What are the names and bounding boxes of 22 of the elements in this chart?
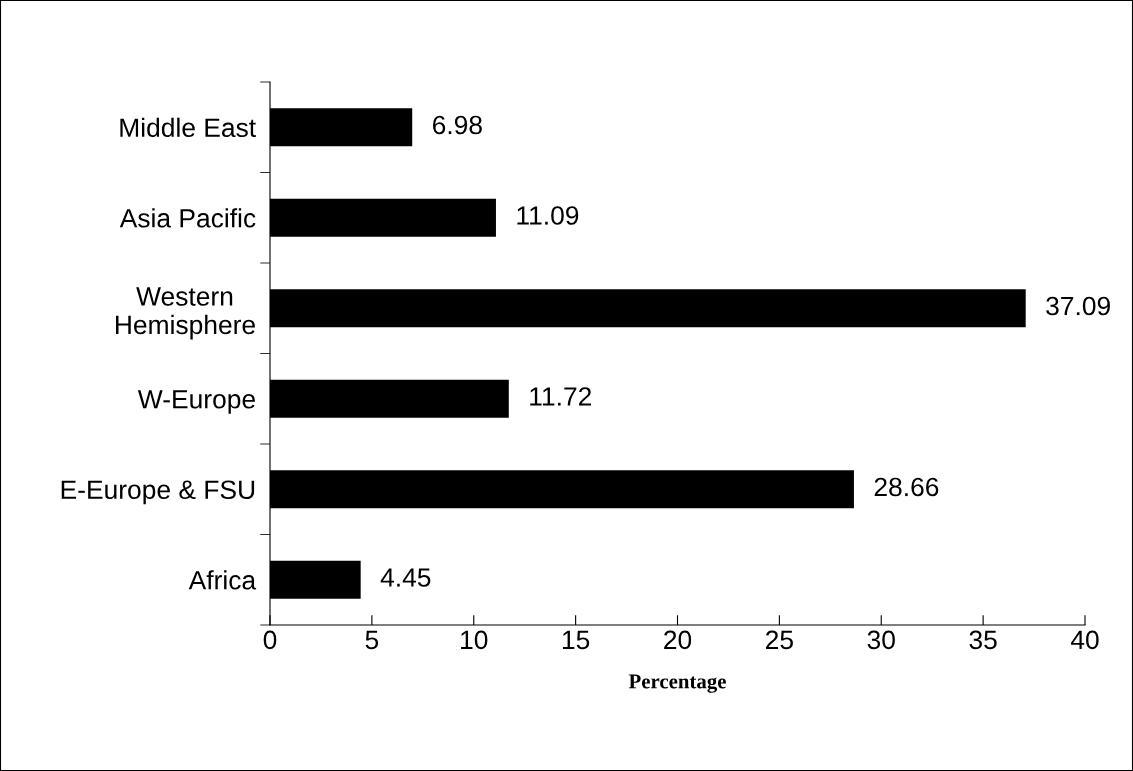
x-axis-title: Percentage xyxy=(628,674,726,693)
x-tick-label: 40 xyxy=(1070,630,1099,650)
y-tick-label: Africa xyxy=(188,570,257,590)
y-tick-label: Middle East xyxy=(120,117,256,138)
x-tick-label: 25 xyxy=(766,630,793,650)
x-tick-label: 15 xyxy=(562,630,590,650)
data-label: 4.45 xyxy=(380,568,431,587)
data-label: 28.66 xyxy=(874,477,939,497)
y-tick-label: W-Europe xyxy=(137,390,255,414)
data-label: 11.72 xyxy=(530,387,591,406)
data-label: 37.09 xyxy=(1046,296,1110,316)
y-tick-label: Western Hemisphere xyxy=(116,287,255,340)
data-label: 6.98 xyxy=(433,115,482,135)
x-tick-label: 35 xyxy=(969,630,997,650)
x-tick-label: 20 xyxy=(664,630,692,650)
y-tick-label: E-Europe & FSU xyxy=(61,480,255,505)
x-tick-label: 0 xyxy=(263,630,277,650)
x-tick-label: 5 xyxy=(365,630,379,650)
y-tick-label: Asia Pacific xyxy=(119,208,256,228)
x-tick-label: 30 xyxy=(867,630,895,650)
data-label: 11.09 xyxy=(517,206,579,225)
x-tick-label: 10 xyxy=(461,630,488,650)
